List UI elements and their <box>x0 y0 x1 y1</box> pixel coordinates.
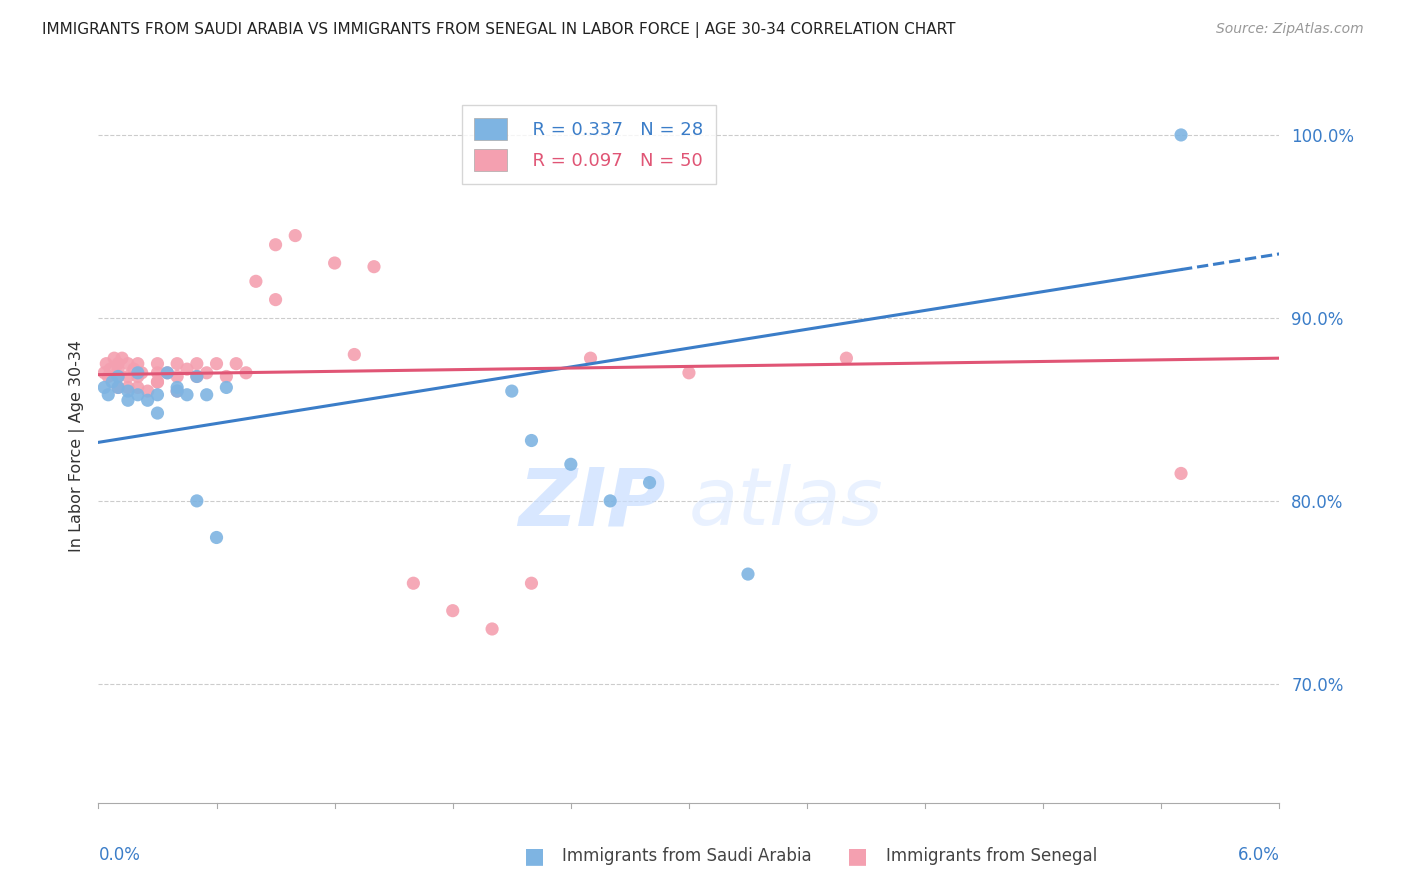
Text: atlas: atlas <box>689 464 884 542</box>
Point <box>264 293 287 307</box>
Text: IMMIGRANTS FROM SAUDI ARABIA VS IMMIGRANTS FROM SENEGAL IN LABOR FORCE | AGE 30-: IMMIGRANTS FROM SAUDI ARABIA VS IMMIGRAN… <box>42 22 956 38</box>
Point <box>215 380 238 394</box>
Text: ■: ■ <box>848 847 868 866</box>
Point <box>156 366 179 380</box>
Point <box>166 380 188 394</box>
Point <box>579 351 602 366</box>
Point <box>101 375 124 389</box>
Point <box>146 375 169 389</box>
Point <box>117 384 139 398</box>
Point <box>107 357 129 371</box>
Point <box>107 369 129 384</box>
Point <box>107 380 129 394</box>
Point <box>481 622 503 636</box>
Point <box>146 375 169 389</box>
Point <box>186 494 208 508</box>
Point <box>176 362 198 376</box>
Point <box>127 369 149 384</box>
Point <box>1170 128 1192 142</box>
Point <box>520 434 543 448</box>
Point <box>186 369 208 384</box>
Text: Immigrants from Saudi Arabia: Immigrants from Saudi Arabia <box>562 847 813 865</box>
Point <box>205 357 228 371</box>
Point <box>835 351 858 366</box>
Point <box>245 274 267 288</box>
Point <box>127 380 149 394</box>
Point <box>284 228 307 243</box>
Point <box>343 347 366 361</box>
Point <box>156 366 179 380</box>
Point <box>146 388 169 402</box>
Text: ■: ■ <box>524 847 544 866</box>
Point <box>127 388 149 402</box>
Point <box>107 369 129 384</box>
Point <box>97 388 120 402</box>
Point <box>205 531 228 545</box>
Point <box>122 362 145 376</box>
Point <box>264 237 287 252</box>
Point <box>136 384 159 398</box>
Point <box>117 369 139 384</box>
Point <box>131 366 153 380</box>
Text: 0.0%: 0.0% <box>98 846 141 863</box>
Point <box>93 366 115 380</box>
Point <box>117 380 139 394</box>
Point <box>560 458 582 472</box>
Point <box>501 384 523 398</box>
Point <box>1170 467 1192 481</box>
Point <box>93 380 115 394</box>
Point <box>737 567 759 582</box>
Point <box>127 357 149 371</box>
Point <box>107 362 129 376</box>
Point <box>96 357 118 371</box>
Point <box>117 393 139 408</box>
Point <box>402 576 425 591</box>
Text: Immigrants from Senegal: Immigrants from Senegal <box>886 847 1097 865</box>
Point <box>176 388 198 402</box>
Point <box>215 369 238 384</box>
Point <box>136 393 159 408</box>
Point <box>111 351 134 366</box>
Point <box>195 366 218 380</box>
Point <box>235 366 257 380</box>
Point <box>166 384 188 398</box>
Point <box>186 357 208 371</box>
Point <box>195 388 218 402</box>
Point <box>166 384 188 398</box>
Point <box>97 369 120 384</box>
Point <box>441 604 464 618</box>
Point <box>146 406 169 420</box>
Point <box>638 475 661 490</box>
Legend:   R = 0.337   N = 28,   R = 0.097   N = 50: R = 0.337 N = 28, R = 0.097 N = 50 <box>461 105 716 184</box>
Point <box>107 380 129 394</box>
Point <box>146 366 169 380</box>
Point <box>363 260 385 274</box>
Point <box>186 369 208 384</box>
Text: Source: ZipAtlas.com: Source: ZipAtlas.com <box>1216 22 1364 37</box>
Text: 6.0%: 6.0% <box>1237 846 1279 863</box>
Point <box>166 369 188 384</box>
Point <box>678 366 700 380</box>
Point <box>127 366 149 380</box>
Point <box>98 362 121 376</box>
Point <box>323 256 346 270</box>
Point <box>599 494 621 508</box>
Point <box>166 357 188 371</box>
Y-axis label: In Labor Force | Age 30-34: In Labor Force | Age 30-34 <box>69 340 84 552</box>
Text: ZIP: ZIP <box>517 464 665 542</box>
Point <box>520 576 543 591</box>
Point <box>103 351 125 366</box>
Point <box>117 357 139 371</box>
Point <box>146 357 169 371</box>
Point <box>225 357 247 371</box>
